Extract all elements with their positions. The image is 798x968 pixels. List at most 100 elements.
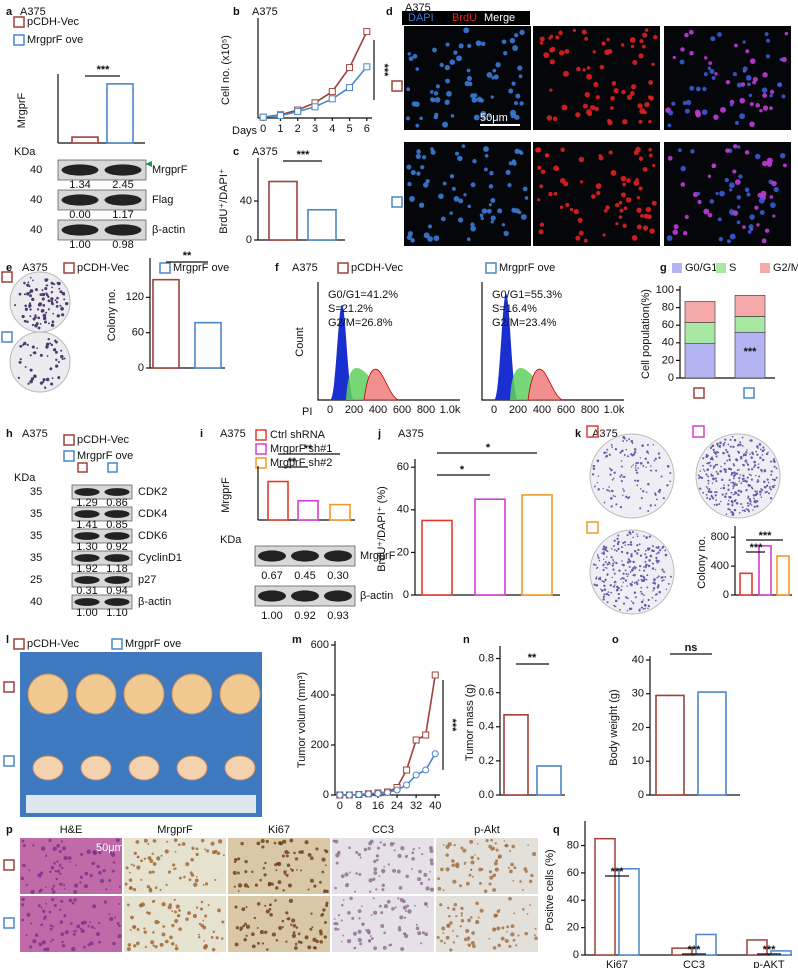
nucleus bbox=[635, 178, 639, 182]
nucleus bbox=[696, 191, 701, 196]
nucleus bbox=[508, 161, 513, 166]
nucleus bbox=[510, 109, 517, 116]
nucleus bbox=[762, 93, 768, 98]
colony bbox=[707, 462, 710, 465]
cell bbox=[269, 913, 273, 917]
colony bbox=[734, 491, 737, 494]
cell bbox=[426, 906, 429, 908]
colony bbox=[727, 454, 731, 457]
colony bbox=[657, 584, 660, 587]
g2-peak bbox=[363, 368, 400, 401]
nucleus bbox=[473, 114, 480, 121]
nucleus bbox=[457, 155, 463, 162]
nucleus bbox=[495, 62, 501, 68]
cell bbox=[464, 861, 467, 864]
cell bbox=[55, 877, 59, 881]
cell bbox=[167, 905, 172, 910]
colony bbox=[645, 563, 648, 566]
cell bbox=[307, 888, 310, 891]
cell bbox=[136, 928, 140, 931]
nucleus bbox=[421, 155, 427, 160]
x-tick-label: 0 bbox=[337, 800, 343, 812]
colony bbox=[28, 303, 32, 308]
colony bbox=[750, 474, 752, 477]
colony bbox=[711, 444, 715, 448]
cell bbox=[510, 932, 515, 937]
y-tick-label: 80 bbox=[567, 839, 579, 851]
nucleus bbox=[430, 147, 434, 151]
colony bbox=[599, 578, 602, 581]
cell bbox=[291, 918, 296, 923]
cell bbox=[463, 937, 468, 942]
nucleus bbox=[479, 213, 484, 218]
cell bbox=[45, 854, 48, 857]
cell bbox=[53, 862, 56, 865]
colony bbox=[627, 558, 631, 561]
group-marker bbox=[391, 80, 403, 92]
cell bbox=[380, 911, 384, 915]
cell bbox=[251, 932, 255, 937]
cell bbox=[290, 868, 294, 872]
colony bbox=[604, 567, 606, 569]
cell bbox=[160, 854, 163, 857]
colony bbox=[646, 443, 649, 446]
colony bbox=[612, 568, 615, 571]
cell bbox=[159, 888, 162, 892]
colony bbox=[641, 592, 644, 595]
colony bbox=[733, 483, 736, 486]
colony bbox=[630, 600, 633, 602]
cell bbox=[82, 945, 86, 949]
nucleus bbox=[611, 81, 617, 86]
colony bbox=[622, 581, 625, 584]
colony bbox=[713, 491, 716, 494]
cell bbox=[151, 852, 154, 855]
cell bbox=[61, 940, 64, 944]
colony bbox=[602, 568, 605, 572]
band-label: p27 bbox=[138, 574, 156, 586]
nucleus bbox=[517, 149, 522, 154]
colony bbox=[723, 468, 726, 471]
tumor bbox=[123, 673, 165, 715]
colony bbox=[632, 464, 634, 466]
cell bbox=[72, 932, 76, 936]
g1-peak bbox=[494, 293, 518, 400]
cell bbox=[287, 851, 290, 854]
colony bbox=[738, 480, 741, 483]
cell bbox=[495, 848, 499, 852]
cell bbox=[210, 935, 214, 939]
cell bbox=[282, 889, 285, 892]
cell bbox=[45, 902, 48, 905]
colony bbox=[622, 440, 625, 443]
band bbox=[74, 532, 100, 540]
plate bbox=[9, 271, 71, 333]
nucleus bbox=[715, 191, 719, 196]
colony bbox=[19, 358, 22, 361]
colony bbox=[732, 445, 735, 449]
channel-label: BrdU bbox=[452, 12, 477, 24]
cell bbox=[325, 901, 329, 905]
cell bbox=[38, 890, 42, 893]
y-tick-label: 40 bbox=[240, 195, 252, 207]
micrograph bbox=[436, 838, 538, 894]
cell bbox=[204, 882, 209, 886]
colony bbox=[47, 338, 50, 341]
colony bbox=[18, 292, 22, 296]
colony bbox=[645, 466, 647, 468]
colony bbox=[23, 281, 26, 285]
cell bbox=[289, 868, 292, 870]
y-tick-label: 0 bbox=[668, 372, 674, 384]
nucleus bbox=[607, 119, 613, 126]
cell bbox=[288, 898, 294, 904]
cell bbox=[534, 936, 538, 941]
cell bbox=[49, 924, 53, 928]
quant: 0.98 bbox=[112, 239, 133, 251]
colony bbox=[647, 452, 650, 455]
colony bbox=[655, 469, 658, 472]
nucleus bbox=[416, 171, 421, 176]
colony bbox=[743, 480, 746, 483]
cell bbox=[286, 863, 291, 867]
colony bbox=[635, 566, 637, 569]
nucleus bbox=[579, 180, 584, 184]
colony bbox=[706, 454, 709, 458]
cell bbox=[397, 853, 402, 858]
